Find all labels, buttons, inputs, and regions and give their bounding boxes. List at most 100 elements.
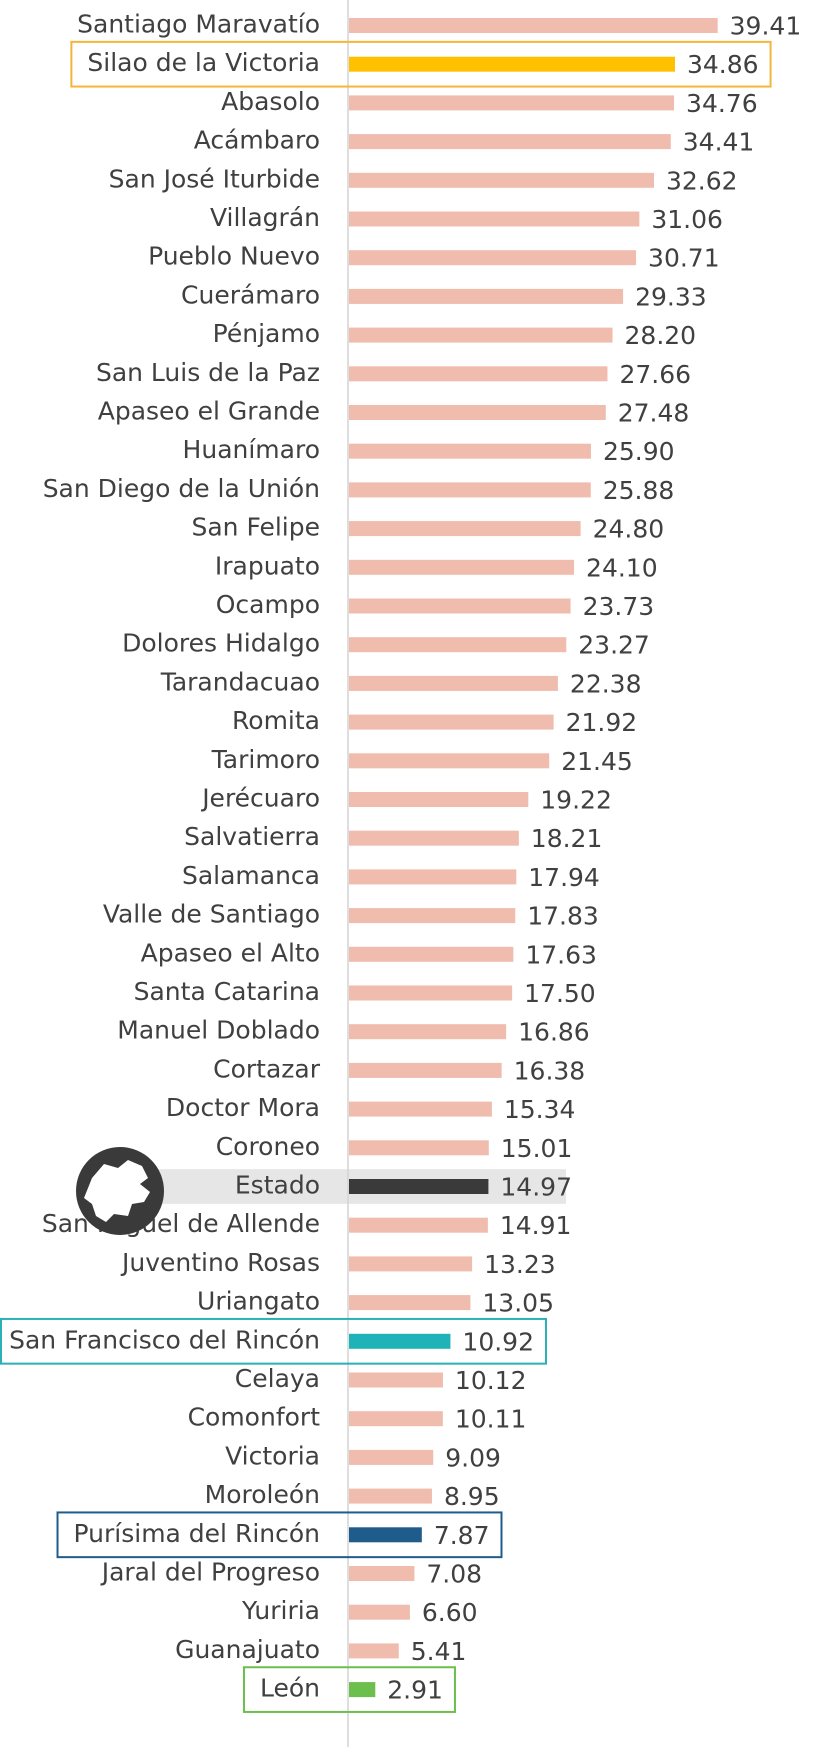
bar — [349, 1024, 507, 1040]
bar — [349, 521, 581, 537]
value-label: 8.95 — [444, 1482, 500, 1511]
bar — [349, 1643, 399, 1659]
value-label: 10.12 — [455, 1366, 527, 1395]
bar — [349, 250, 637, 266]
category-label: Apaseo el Alto — [141, 938, 320, 967]
category-label: San Francisco del Rincón — [9, 1325, 320, 1354]
value-label: 28.20 — [625, 321, 697, 350]
value-label: 9.09 — [445, 1443, 501, 1472]
bar — [349, 1062, 502, 1078]
bar — [349, 405, 606, 420]
category-label: San Diego de la Unión — [43, 474, 320, 503]
bar — [349, 1295, 471, 1311]
value-label: 22.38 — [570, 669, 642, 698]
value-label: 23.73 — [583, 592, 655, 621]
category-label: Victoria — [225, 1441, 320, 1470]
value-label: 16.86 — [518, 1018, 590, 1047]
category-label: Huanímaro — [183, 435, 320, 464]
highlight-box — [56, 1511, 503, 1559]
value-label: 21.45 — [561, 747, 633, 776]
bar — [349, 1682, 376, 1698]
value-label: 17.83 — [527, 902, 599, 931]
value-label: 19.22 — [540, 786, 612, 815]
value-label: 10.92 — [462, 1327, 534, 1356]
highlight-box — [0, 1317, 548, 1365]
category-label: Santiago Maravatío — [77, 10, 320, 39]
bar — [349, 1527, 422, 1543]
category-label: Coroneo — [216, 1132, 320, 1161]
category-label: Acámbaro — [194, 126, 320, 155]
category-label: León — [260, 1674, 320, 1703]
value-label: 17.94 — [528, 863, 600, 892]
bar — [349, 985, 513, 1001]
value-label: 30.71 — [648, 244, 720, 273]
bar — [349, 327, 613, 343]
bar — [349, 1449, 434, 1465]
value-label: 10.11 — [455, 1405, 527, 1434]
bar — [349, 288, 624, 304]
map-icon — [76, 1147, 164, 1235]
value-label: 23.27 — [578, 631, 650, 660]
bar — [349, 869, 517, 885]
bar — [349, 1217, 488, 1233]
bar — [349, 1140, 489, 1156]
value-label: 24.80 — [593, 515, 665, 544]
value-label: 29.33 — [635, 282, 707, 311]
category-label: Apaseo el Grande — [98, 397, 320, 426]
category-label: Comonfort — [188, 1403, 321, 1432]
bar — [349, 211, 640, 227]
bar — [349, 1488, 432, 1504]
value-label: 25.88 — [603, 476, 675, 505]
bar — [349, 1604, 410, 1620]
bar — [349, 1101, 492, 1117]
value-label: 14.97 — [500, 1173, 572, 1202]
value-label: 24.10 — [586, 553, 658, 582]
category-label: Valle de Santiago — [103, 900, 320, 929]
value-label: 15.34 — [504, 1095, 576, 1124]
category-label: Guanajuato — [175, 1635, 320, 1664]
value-label: 7.87 — [434, 1521, 490, 1550]
category-label: Celaya — [235, 1364, 320, 1393]
value-label: 13.23 — [484, 1250, 556, 1279]
category-label: Jerécuaro — [200, 784, 320, 813]
bar — [349, 792, 529, 807]
value-label: 6.60 — [422, 1598, 478, 1627]
category-label: Tarandacuao — [160, 667, 320, 696]
bar — [349, 366, 608, 382]
category-label: Juventino Rosas — [120, 1248, 320, 1277]
bar — [349, 1333, 451, 1349]
value-label: 39.41 — [730, 12, 802, 41]
highlight-box — [242, 1666, 456, 1713]
value-label: 15.01 — [501, 1134, 573, 1163]
category-label: Jaral del Progreso — [100, 1558, 320, 1587]
bar — [349, 637, 567, 653]
category-label: Abasolo — [221, 87, 320, 116]
category-label: Cortazar — [213, 1054, 321, 1083]
value-label: 14.91 — [500, 1211, 572, 1240]
category-label: Pueblo Nuevo — [148, 242, 320, 271]
bar — [349, 1411, 443, 1427]
category-label: Irapuato — [215, 551, 320, 580]
value-label: 34.41 — [683, 128, 755, 157]
bar — [349, 1256, 473, 1272]
bar — [349, 675, 558, 691]
bar — [349, 1566, 415, 1581]
value-label: 17.63 — [525, 940, 597, 969]
bar — [349, 598, 571, 614]
value-label: 21.92 — [566, 708, 638, 737]
category-label: Salamanca — [182, 861, 320, 890]
category-label: Romita — [232, 706, 320, 735]
bar — [349, 56, 675, 72]
category-label: Uriangato — [197, 1287, 320, 1316]
highlight-box — [70, 40, 772, 88]
category-label: Dolores Hidalgo — [122, 629, 320, 658]
value-label: 2.91 — [387, 1676, 443, 1705]
category-label: Villagrán — [210, 203, 320, 232]
value-label: 34.86 — [687, 50, 759, 79]
bar — [349, 714, 554, 730]
bar — [349, 1372, 443, 1388]
value-label: 18.21 — [531, 824, 603, 853]
category-label: San José Iturbide — [109, 164, 320, 193]
category-label: Salvatierra — [184, 822, 320, 851]
